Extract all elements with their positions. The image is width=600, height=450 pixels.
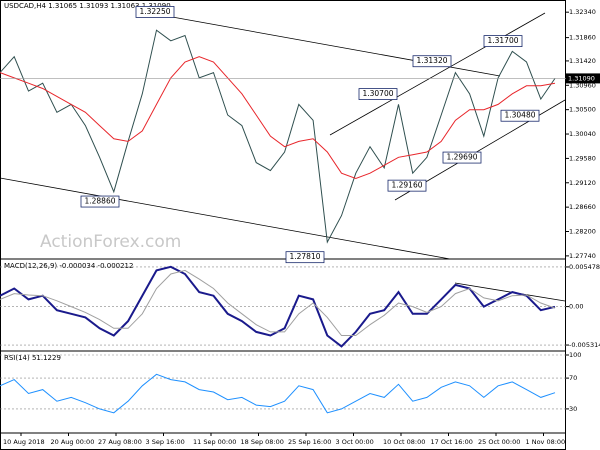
last-price-box	[566, 73, 600, 84]
y-tick-label: 30	[569, 405, 577, 413]
price-label-box	[500, 109, 540, 122]
trendline	[0, 177, 451, 260]
y-tick-label: 1.30500	[569, 106, 596, 114]
price-label-box	[135, 6, 175, 18]
y-tick-label: 1.27740	[569, 252, 596, 260]
panel-title: RSI(14) 51.1229	[4, 354, 61, 362]
x-tick-label: 25 Oct 00:00	[478, 438, 520, 446]
x-tick-label: 25 Sep 16:00	[288, 438, 331, 446]
price-label: 1.29160	[391, 181, 422, 190]
x-tick-label: 10 Aug 2018	[3, 438, 45, 446]
y-tick-label: 1.28660	[569, 203, 596, 211]
series-line	[0, 373, 556, 414]
price-label-box	[358, 88, 398, 100]
price-label: 1.32250	[139, 7, 170, 16]
y-tick-label: 1.31420	[569, 57, 596, 65]
series-line	[0, 29, 556, 244]
series-line	[0, 269, 556, 336]
price-label-box	[412, 55, 452, 68]
y-tick-label: 1.30960	[569, 81, 596, 89]
y-tick-label: -0.005314	[569, 341, 600, 349]
price-label: 1.30480	[504, 111, 535, 120]
price-label: 1.31320	[416, 56, 447, 65]
y-tick-label: 70	[569, 374, 577, 382]
x-tick-label: 3 Oct 00:00	[336, 438, 374, 446]
price-label-box	[387, 179, 427, 192]
x-tick-label: 17 Oct 16:00	[431, 438, 473, 446]
x-tick-label: 1 Nov 08:00	[526, 438, 566, 446]
panel-title: MACD(12,26,9) -0.000034 -0.000212	[4, 262, 133, 270]
price-label: 1.31700	[487, 36, 518, 45]
last-price-label: 1.31090	[568, 74, 595, 82]
price-label-box	[442, 151, 482, 164]
price-label-box	[80, 195, 120, 208]
x-tick-label: 27 Aug 08:00	[98, 438, 142, 446]
y-tick-label: 100	[569, 351, 581, 359]
trendline	[329, 12, 546, 136]
y-tick-label: 1.29580	[569, 154, 596, 162]
y-tick-label: 1.28200	[569, 228, 596, 236]
x-tick-label: 11 Sep 00:00	[193, 438, 236, 446]
y-tick-label: 0.005478	[569, 263, 600, 271]
x-tick-label: 3 Sep 16:00	[146, 438, 185, 446]
watermark: ActionForex.com	[40, 232, 181, 252]
x-tick-label: 10 Oct 08:00	[383, 438, 425, 446]
price-label: 1.27810	[289, 252, 320, 261]
price-label: 1.28860	[84, 197, 115, 206]
y-tick-label: 1.32340	[569, 8, 596, 16]
frame	[0, 0, 566, 450]
trendline	[454, 282, 566, 302]
y-tick-label: 0.00	[569, 303, 583, 311]
price-label-box	[285, 251, 325, 264]
price-label: 1.30700	[362, 89, 393, 98]
y-tick-label: 1.30040	[569, 130, 596, 138]
series-line	[0, 56, 556, 180]
x-tick-label: 18 Sep 08:00	[241, 438, 284, 446]
y-tick-label: 1.29120	[569, 179, 596, 187]
price-label: 1.29690	[446, 153, 477, 162]
chart-title: USDCAD,H4 1.31065 1.31093 1.31063 1.3109…	[4, 2, 171, 10]
y-tick-label: 1.31860	[569, 34, 596, 42]
price-label-box	[483, 35, 523, 47]
x-tick-label: 20 Aug 00:00	[51, 438, 95, 446]
